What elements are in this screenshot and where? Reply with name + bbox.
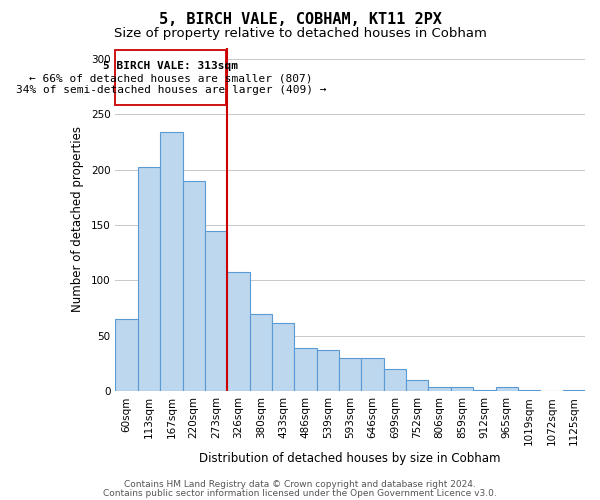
Bar (295, 348, 317, 392)
Bar (227, 272, 250, 392)
X-axis label: Distribution of detached houses by size in Cobham: Distribution of detached houses by size … (199, 452, 501, 465)
Text: 34% of semi-detached houses are larger (409) →: 34% of semi-detached houses are larger (… (16, 85, 326, 95)
Bar (138, 168, 160, 392)
Bar (428, 387, 451, 392)
Bar (272, 322, 295, 392)
Bar (317, 350, 339, 392)
Text: Contains HM Land Registry data © Crown copyright and database right 2024.: Contains HM Land Registry data © Crown c… (124, 480, 476, 489)
Bar (384, 370, 406, 392)
Bar (250, 314, 272, 392)
Bar (406, 380, 428, 392)
Bar (115, 320, 138, 392)
Text: ← 66% of detached houses are smaller (807): ← 66% of detached houses are smaller (80… (29, 73, 313, 83)
FancyBboxPatch shape (115, 50, 226, 105)
Text: 5 BIRCH VALE: 313sqm: 5 BIRCH VALE: 313sqm (103, 61, 238, 71)
Bar (339, 358, 361, 392)
Text: Contains public sector information licensed under the Open Government Licence v3: Contains public sector information licen… (103, 488, 497, 498)
Bar (182, 180, 205, 392)
Y-axis label: Number of detached properties: Number of detached properties (71, 126, 84, 312)
Bar (518, 390, 540, 392)
Bar (361, 358, 384, 392)
Bar (473, 390, 496, 392)
Text: 5, BIRCH VALE, COBHAM, KT11 2PX: 5, BIRCH VALE, COBHAM, KT11 2PX (158, 12, 442, 28)
Bar (205, 230, 227, 392)
Bar (496, 387, 518, 392)
Bar (160, 132, 182, 392)
Bar (563, 390, 585, 392)
Bar (451, 387, 473, 392)
Text: Size of property relative to detached houses in Cobham: Size of property relative to detached ho… (113, 28, 487, 40)
